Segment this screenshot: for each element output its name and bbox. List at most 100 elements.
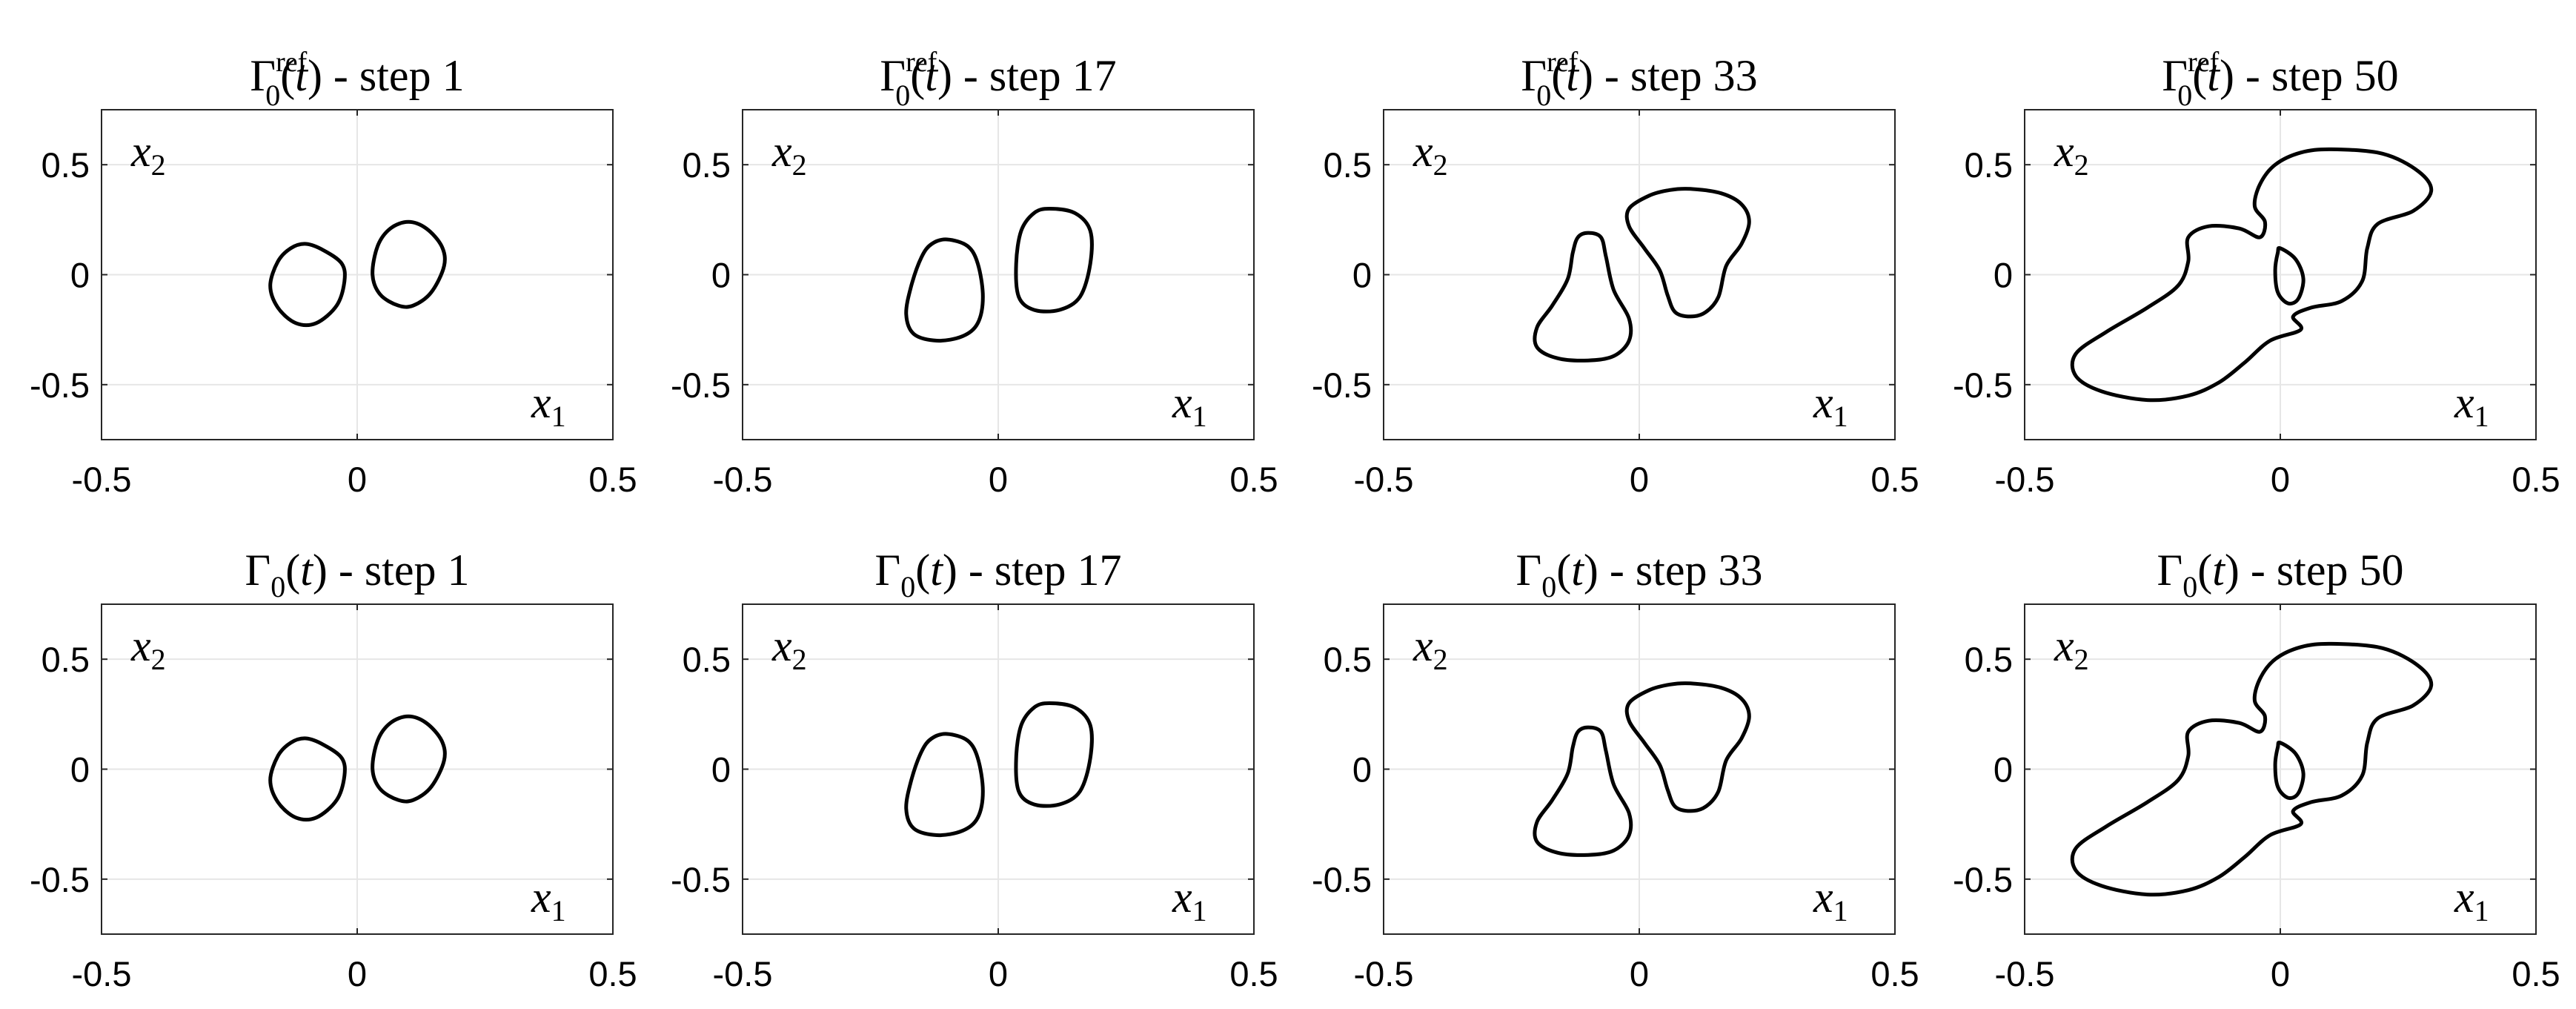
axes-frame [101, 603, 614, 935]
x-tick-label: 0.5 [1870, 954, 1919, 993]
axes-frame [101, 109, 614, 440]
x-tick-label: -0.5 [713, 954, 773, 993]
subplot-6: -0.5 0 0.5 0.5 0 -0.5 x2 x1 Γ0(t) - step 17 [671, 546, 1278, 993]
y-axis-label: x2 [771, 127, 807, 182]
x-tick-label: 0 [989, 954, 1008, 993]
x-axis-label: x1 [1172, 873, 1207, 927]
x-tick-label: -0.5 [72, 460, 132, 499]
x-tick-label: 0.5 [1870, 460, 1919, 499]
curve-2 [1624, 681, 1751, 813]
y-tick-label: 0.5 [42, 640, 90, 679]
subplot-title: Γref 0(t) - step 17 [880, 47, 1116, 112]
axes-frame [2024, 109, 2537, 440]
y-tick-label: -0.5 [671, 365, 731, 405]
x-axis-label: x1 [1172, 378, 1207, 433]
y-tick-label: 0.5 [683, 145, 731, 185]
subplot-title: Γref 0(t) - step 1 [250, 47, 464, 112]
subplot-8: -0.5 0 0.5 0.5 0 -0.5 x2 x1 Γ0(t) - step 50 [1953, 546, 2560, 993]
y-tick-label: 0 [711, 256, 731, 295]
curve-2 [1014, 701, 1094, 808]
y-tick-label: 0.5 [1965, 145, 2013, 185]
x-tick-label: 0 [348, 460, 367, 499]
x-tick-label: 0 [2271, 954, 2290, 993]
x-tick-label: -0.5 [1995, 954, 2055, 993]
x-tick-label: -0.5 [1354, 954, 1414, 993]
y-tick-label: -0.5 [1312, 860, 1372, 899]
curve-2 [2273, 741, 2306, 801]
x-axis-label: x1 [531, 378, 566, 433]
x-tick-label: 0 [1630, 460, 1649, 499]
curve-1 [904, 237, 985, 343]
subplot-5: -0.5 0 0.5 0.5 0 -0.5 x2 x1 Γ0(t) - step 1 [30, 546, 637, 993]
y-tick-label: 0.5 [1324, 145, 1372, 185]
curve-2 [2273, 246, 2306, 306]
x-tick-label: -0.5 [72, 954, 132, 993]
subplot-title: Γref 0(t) - step 50 [2162, 47, 2398, 112]
curve-1 [1533, 231, 1633, 363]
y-tick-label: 0 [1994, 750, 2013, 790]
x-tick-label: 0.5 [1229, 460, 1278, 499]
axes-frame [1383, 109, 1896, 440]
axes-frame [742, 109, 1255, 440]
x-axis-label: x1 [2454, 873, 2489, 927]
y-tick-label: -0.5 [1953, 860, 2013, 899]
axes-frame [2024, 603, 2537, 935]
subplot-title: Γ0(t) - step 1 [245, 546, 470, 603]
x-tick-label: 0 [2271, 460, 2290, 499]
curve-1 [1533, 725, 1633, 857]
y-tick-label: 0 [1352, 750, 1372, 790]
y-axis-label: x2 [771, 621, 807, 676]
curve-2 [1014, 207, 1094, 314]
curve-1 [2070, 641, 2434, 897]
subplot-3: -0.5 0 0.5 0.5 0 -0.5 x2 x1 Γref 0(t) - step 33 [1312, 47, 1919, 499]
subplot-title: Γref 0(t) - step 33 [1521, 47, 1757, 112]
y-tick-label: 0 [1994, 256, 2013, 295]
y-tick-label: -0.5 [30, 365, 90, 405]
y-axis-label: x2 [1413, 621, 1448, 676]
y-tick-label: 0 [711, 750, 731, 790]
x-tick-label: 0.5 [588, 954, 637, 993]
x-axis-label: x1 [2454, 378, 2489, 433]
subplot-title: Γ0(t) - step 33 [1516, 546, 1763, 603]
x-tick-label: 0 [1630, 954, 1649, 993]
subplot-4: -0.5 0 0.5 0.5 0 -0.5 x2 x1 Γref 0(t) - step 50 [1953, 47, 2560, 499]
subplot-title: Γ0(t) - step 50 [2157, 546, 2404, 603]
curve-1 [2070, 147, 2434, 403]
y-tick-label: 0 [70, 256, 90, 295]
y-axis-label: x2 [130, 127, 166, 182]
y-axis-label: x2 [2054, 127, 2089, 182]
y-axis-label: x2 [2054, 621, 2089, 676]
x-tick-label: -0.5 [1995, 460, 2055, 499]
curve-1 [904, 732, 985, 838]
axes-frame [742, 603, 1255, 935]
y-tick-label: -0.5 [30, 860, 90, 899]
x-axis-label: x1 [1813, 378, 1848, 433]
axes-frame [1383, 603, 1896, 935]
subplot-title: Γ0(t) - step 17 [875, 546, 1122, 603]
subplot-7: -0.5 0 0.5 0.5 0 -0.5 x2 x1 Γ0(t) - step 33 [1312, 546, 1919, 993]
x-tick-label: 0.5 [1229, 954, 1278, 993]
curve-2 [371, 219, 447, 309]
y-tick-label: 0.5 [683, 640, 731, 679]
x-tick-label: 0 [348, 954, 367, 993]
curve-2 [1624, 187, 1751, 319]
y-tick-label: 0 [1352, 256, 1372, 295]
y-axis-label: x2 [130, 621, 166, 676]
y-tick-label: -0.5 [1312, 365, 1372, 405]
y-axis-label: x2 [1413, 127, 1448, 182]
x-tick-label: -0.5 [1354, 460, 1414, 499]
subplot-1: -0.5 0 0.5 0.5 0 -0.5 x2 x1 Γref 0(t) - step 1 [30, 47, 637, 499]
x-tick-label: 0.5 [588, 460, 637, 499]
x-tick-label: 0.5 [2512, 460, 2560, 499]
x-tick-label: 0 [989, 460, 1008, 499]
y-tick-label: 0 [70, 750, 90, 790]
x-axis-label: x1 [531, 873, 566, 927]
x-axis-label: x1 [1813, 873, 1848, 927]
curve-2 [371, 714, 447, 804]
x-tick-label: 0.5 [2512, 954, 2560, 993]
x-tick-label: -0.5 [713, 460, 773, 499]
curve-1 [268, 242, 347, 328]
y-tick-label: -0.5 [671, 860, 731, 899]
y-tick-label: 0.5 [1965, 640, 2013, 679]
